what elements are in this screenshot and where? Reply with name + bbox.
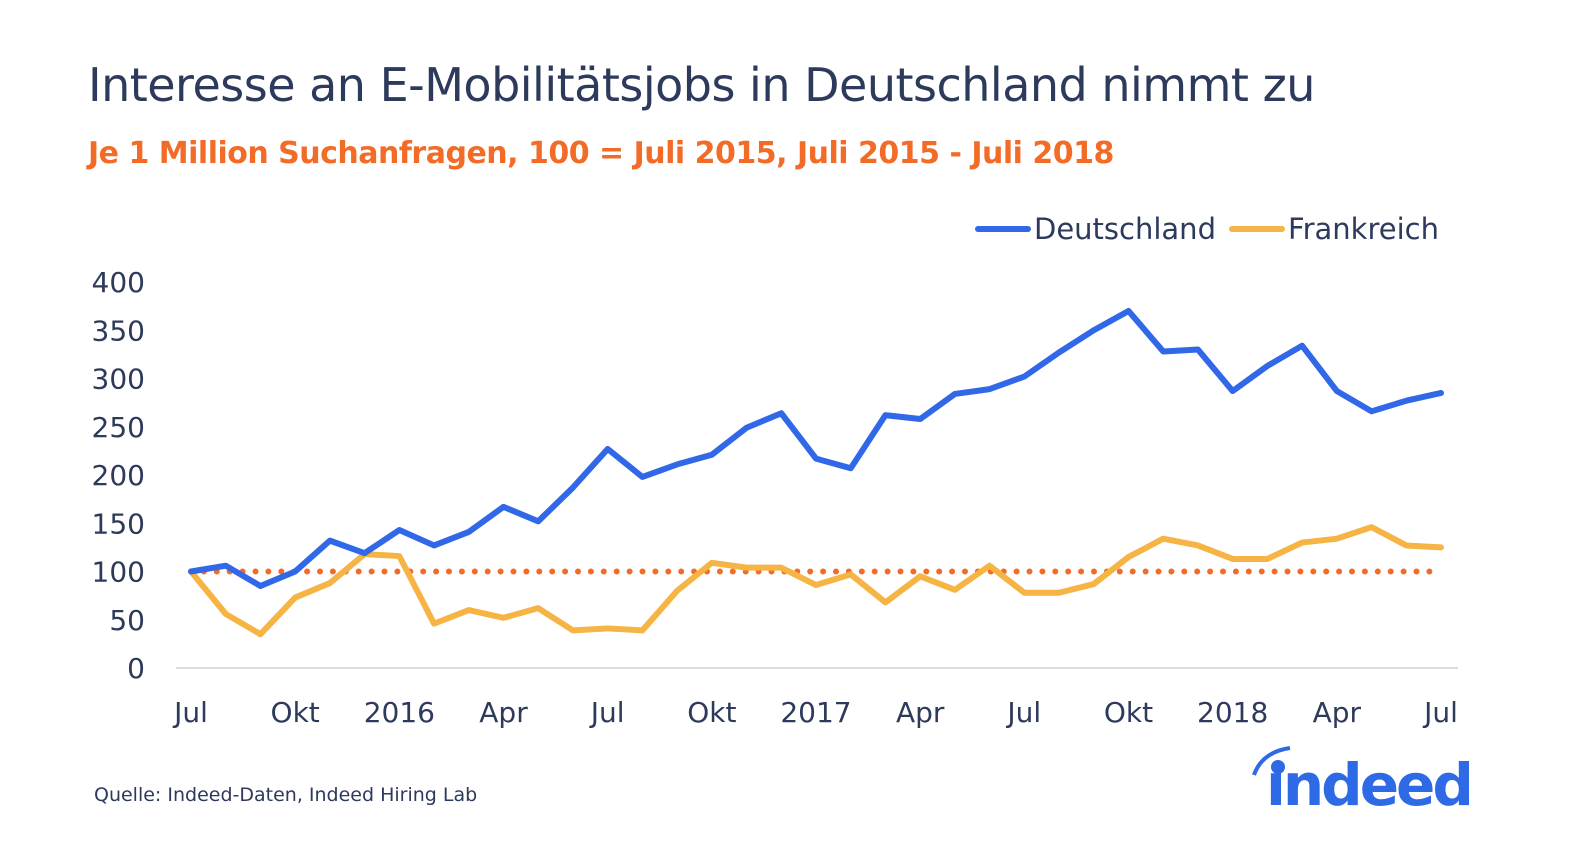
x-tick-label: 2016 [364, 696, 435, 729]
y-tick-label: 150 [92, 507, 145, 540]
y-tick-label: 300 [92, 363, 145, 396]
x-tick-label: Okt [271, 696, 320, 729]
y-tick-label: 200 [92, 459, 145, 492]
legend-label: Deutschland [1034, 212, 1216, 246]
x-tick-label: Okt [687, 696, 736, 729]
x-tick-label: Apr [1313, 696, 1362, 729]
legend-label: Frankreich [1288, 212, 1439, 246]
y-tick-label: 250 [92, 411, 145, 444]
logo-dot [1271, 760, 1285, 774]
x-tick-label: Apr [479, 696, 528, 729]
x-tick-label: Jul [1005, 696, 1041, 729]
x-tick-label: Jul [172, 696, 208, 729]
logo-text: ındeed [1266, 751, 1471, 819]
x-tick-label: 2017 [780, 696, 851, 729]
logo-arc [1252, 746, 1291, 776]
x-tick-label: 2018 [1197, 696, 1268, 729]
x-tick-label: Jul [1422, 696, 1458, 729]
x-tick-label: Jul [589, 696, 625, 729]
chart-subtitle: Je 1 Million Suchanfragen, 100 = Juli 20… [88, 136, 1114, 171]
series-line-deutschland [188, 307, 1444, 589]
x-tick-label: Apr [896, 696, 945, 729]
x-tick-label: Okt [1104, 696, 1153, 729]
y-tick-label: 100 [92, 556, 145, 589]
chart-title: Interesse an E-Mobilitätsjobs in Deutsch… [88, 58, 1315, 112]
indeed-logo: ındeed [1252, 746, 1474, 819]
y-tick-label: 0 [127, 652, 145, 685]
source-note: Quelle: Indeed-Daten, Indeed Hiring Lab [94, 784, 478, 806]
y-tick-label: 350 [92, 314, 145, 347]
y-tick-label: 400 [92, 266, 145, 299]
y-tick-label: 50 [109, 604, 145, 637]
